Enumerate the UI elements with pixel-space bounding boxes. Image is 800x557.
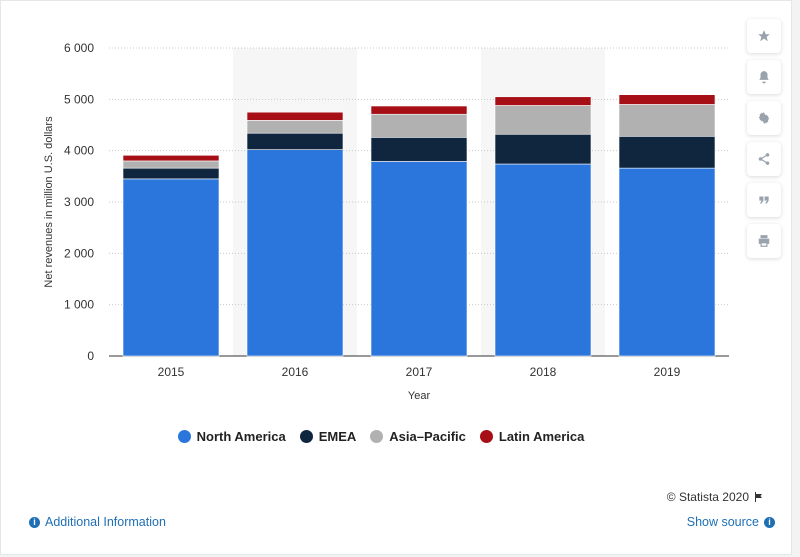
x-axis-title: Year: [408, 390, 431, 402]
bar-segment: [370, 161, 468, 357]
settings-button[interactable]: [747, 101, 781, 135]
bar-segment: [618, 135, 716, 169]
bar-segment: [618, 167, 716, 357]
show-source-label: Show source: [686, 515, 759, 529]
additional-information-link[interactable]: i Additional Information: [29, 515, 166, 529]
legend-item[interactable]: EMEA: [299, 429, 357, 444]
info-icon: i: [29, 516, 40, 528]
bar-segment: [370, 113, 468, 138]
statista-credit[interactable]: © Statista 2020: [667, 490, 765, 504]
x-tick-label: 2016: [282, 365, 309, 379]
y-tick-label: 5 000: [64, 92, 94, 106]
quote-icon: [759, 196, 769, 204]
legend: North America EMEA Asia–Pacific Latin Ameri…: [1, 429, 761, 444]
legend-swatch: [479, 430, 493, 443]
bar-segment: [122, 167, 220, 180]
legend-item[interactable]: Asia–Pacific: [370, 429, 466, 444]
bar-segment: [122, 178, 220, 357]
bar-segment: [370, 137, 468, 162]
bar-segment: [246, 132, 344, 150]
legend-label: EMEA: [318, 429, 357, 444]
bar-segment: [246, 149, 344, 357]
print-icon: [758, 235, 770, 247]
y-tick-label: 4 000: [64, 144, 94, 158]
y-tick-label: 2 000: [64, 246, 94, 260]
y-tick-label: 0: [87, 349, 94, 363]
share-icon: [758, 153, 770, 165]
flag-icon: [755, 492, 762, 502]
favorite-button[interactable]: [747, 19, 781, 53]
x-tick-label: 2019: [654, 365, 681, 379]
bar-segment: [618, 104, 716, 137]
bar-segment: [122, 154, 220, 162]
legend-swatch: [370, 430, 384, 443]
toolbar: [747, 19, 783, 265]
star-icon: [758, 30, 770, 42]
share-button[interactable]: [747, 142, 781, 176]
bar-segment: [370, 105, 468, 115]
info-icon: i: [764, 516, 775, 528]
bar-segment: [246, 120, 344, 134]
x-tick-label: 2017: [406, 365, 433, 379]
credit-text: © Statista 2020: [666, 490, 749, 504]
bell-icon: [759, 71, 769, 84]
print-button[interactable]: [747, 224, 781, 258]
cite-button[interactable]: [747, 183, 781, 217]
bar-segment: [618, 94, 716, 105]
gear-icon: [758, 112, 770, 124]
y-tick-label: 3 000: [64, 195, 94, 209]
legend-label: Latin America: [498, 429, 585, 444]
bar-segment: [122, 160, 220, 169]
bar-segment: [494, 105, 592, 135]
legend-label: North America: [196, 429, 286, 444]
bar-segment: [494, 133, 592, 165]
notification-button[interactable]: [747, 60, 781, 94]
x-tick-label: 2018: [530, 365, 557, 379]
y-tick-label: 6 000: [64, 41, 94, 55]
bar-segment: [246, 111, 344, 121]
x-tick-label: 2015: [158, 365, 185, 379]
bar-segment: [494, 96, 592, 106]
show-source-link[interactable]: Show source i: [687, 515, 775, 529]
additional-information-label: Additional Information: [45, 515, 166, 529]
legend-label: Asia–Pacific: [389, 429, 466, 444]
legend-swatch: [299, 430, 313, 443]
y-tick-label: 1 000: [64, 298, 94, 312]
bar-segment: [494, 163, 592, 357]
y-axis-title: Net revenues in million U.S. dollars: [43, 116, 55, 288]
legend-swatch: [177, 430, 191, 443]
legend-item[interactable]: North America: [177, 429, 286, 444]
legend-item[interactable]: Latin America: [479, 429, 585, 444]
